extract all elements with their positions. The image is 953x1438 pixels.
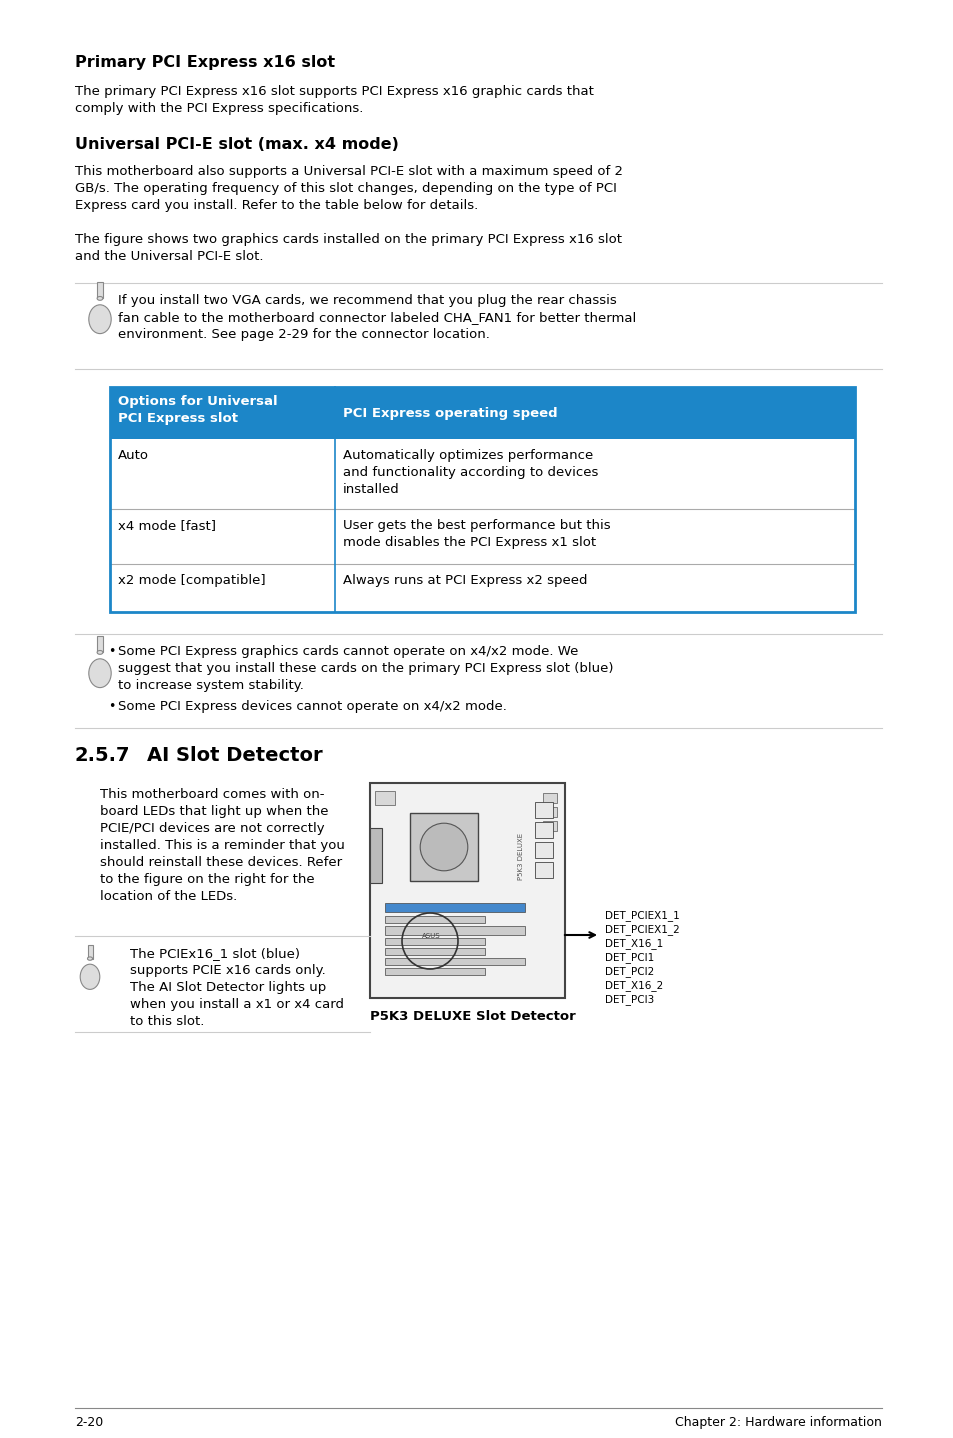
Text: DET_PCI1: DET_PCI1 bbox=[604, 952, 654, 963]
Text: User gets the best performance but this
mode disables the PCI Express x1 slot: User gets the best performance but this … bbox=[343, 519, 610, 549]
Bar bbox=[385, 926, 524, 935]
Text: Always runs at PCI Express x2 speed: Always runs at PCI Express x2 speed bbox=[343, 574, 587, 587]
Bar bbox=[385, 958, 524, 965]
Bar bbox=[535, 861, 553, 879]
Text: PCI Express operating speed: PCI Express operating speed bbox=[343, 407, 558, 420]
Bar bbox=[385, 903, 524, 912]
Text: Auto: Auto bbox=[118, 449, 149, 462]
Text: •: • bbox=[108, 646, 115, 659]
Text: Some PCI Express graphics cards cannot operate on x4/x2 mode. We
suggest that yo: Some PCI Express graphics cards cannot o… bbox=[118, 646, 613, 692]
Bar bbox=[110, 509, 854, 564]
Text: x2 mode [compatible]: x2 mode [compatible] bbox=[118, 574, 265, 587]
Text: P5K3 DELUXE: P5K3 DELUXE bbox=[517, 833, 523, 880]
Text: x4 mode [fast]: x4 mode [fast] bbox=[118, 519, 215, 532]
Ellipse shape bbox=[89, 659, 112, 687]
Text: DET_PCI2: DET_PCI2 bbox=[604, 966, 654, 976]
Text: The primary PCI Express x16 slot supports PCI Express x16 graphic cards that
com: The primary PCI Express x16 slot support… bbox=[75, 85, 594, 115]
Text: P5K3 DELUXE Slot Detector: P5K3 DELUXE Slot Detector bbox=[370, 1009, 576, 1022]
Ellipse shape bbox=[89, 305, 112, 334]
Bar bbox=[385, 968, 484, 975]
Circle shape bbox=[419, 823, 467, 871]
Text: 2-20: 2-20 bbox=[75, 1416, 103, 1429]
Text: This motherboard also supports a Universal PCI-E slot with a maximum speed of 2
: This motherboard also supports a Univers… bbox=[75, 165, 622, 211]
Text: The figure shows two graphics cards installed on the primary PCI Express x16 slo: The figure shows two graphics cards inst… bbox=[75, 233, 621, 263]
Text: 2.5.7: 2.5.7 bbox=[75, 746, 131, 765]
Bar bbox=[385, 948, 484, 955]
Bar bbox=[110, 564, 854, 613]
Bar bbox=[542, 821, 557, 831]
Bar bbox=[97, 637, 103, 653]
Text: •: • bbox=[108, 700, 115, 713]
Text: Universal PCI-E slot (max. x4 mode): Universal PCI-E slot (max. x4 mode) bbox=[75, 137, 398, 152]
Ellipse shape bbox=[80, 965, 100, 989]
Text: DET_PCIEX1_2: DET_PCIEX1_2 bbox=[604, 925, 679, 935]
Bar bbox=[110, 387, 854, 613]
Text: ASUS: ASUS bbox=[421, 933, 440, 939]
Text: DET_X16_1: DET_X16_1 bbox=[604, 938, 662, 949]
Text: Some PCI Express devices cannot operate on x4/x2 mode.: Some PCI Express devices cannot operate … bbox=[118, 700, 506, 713]
Bar bbox=[385, 916, 484, 923]
Text: Options for Universal
PCI Express slot: Options for Universal PCI Express slot bbox=[118, 395, 277, 426]
Bar bbox=[542, 807, 557, 817]
Ellipse shape bbox=[97, 650, 103, 654]
Bar bbox=[535, 802, 553, 818]
Bar bbox=[110, 439, 854, 509]
Bar bbox=[370, 828, 381, 883]
Bar bbox=[535, 823, 553, 838]
Bar bbox=[110, 387, 854, 439]
Text: DET_PCI3: DET_PCI3 bbox=[604, 994, 654, 1005]
Bar bbox=[370, 784, 564, 998]
Ellipse shape bbox=[97, 296, 103, 301]
Bar bbox=[88, 945, 92, 959]
Text: This motherboard comes with on-
board LEDs that light up when the
PCIE/PCI devic: This motherboard comes with on- board LE… bbox=[100, 788, 345, 903]
Text: Primary PCI Express x16 slot: Primary PCI Express x16 slot bbox=[75, 55, 335, 70]
Text: Automatically optimizes performance
and functionality according to devices
insta: Automatically optimizes performance and … bbox=[343, 449, 598, 496]
Bar bbox=[535, 843, 553, 858]
Bar bbox=[97, 282, 103, 299]
Bar bbox=[410, 812, 477, 881]
Text: DET_X16_2: DET_X16_2 bbox=[604, 981, 662, 991]
Bar bbox=[385, 938, 484, 945]
Text: AI Slot Detector: AI Slot Detector bbox=[147, 746, 322, 765]
Text: If you install two VGA cards, we recommend that you plug the rear chassis
fan ca: If you install two VGA cards, we recomme… bbox=[118, 293, 636, 341]
Text: The PCIEx16_1 slot (blue)
supports PCIE x16 cards only.
The AI Slot Detector lig: The PCIEx16_1 slot (blue) supports PCIE … bbox=[130, 948, 344, 1028]
Bar bbox=[542, 792, 557, 802]
Bar bbox=[375, 791, 395, 805]
Ellipse shape bbox=[88, 956, 92, 961]
Text: DET_PCIEX1_1: DET_PCIEX1_1 bbox=[604, 910, 679, 920]
Text: Chapter 2: Hardware information: Chapter 2: Hardware information bbox=[675, 1416, 882, 1429]
